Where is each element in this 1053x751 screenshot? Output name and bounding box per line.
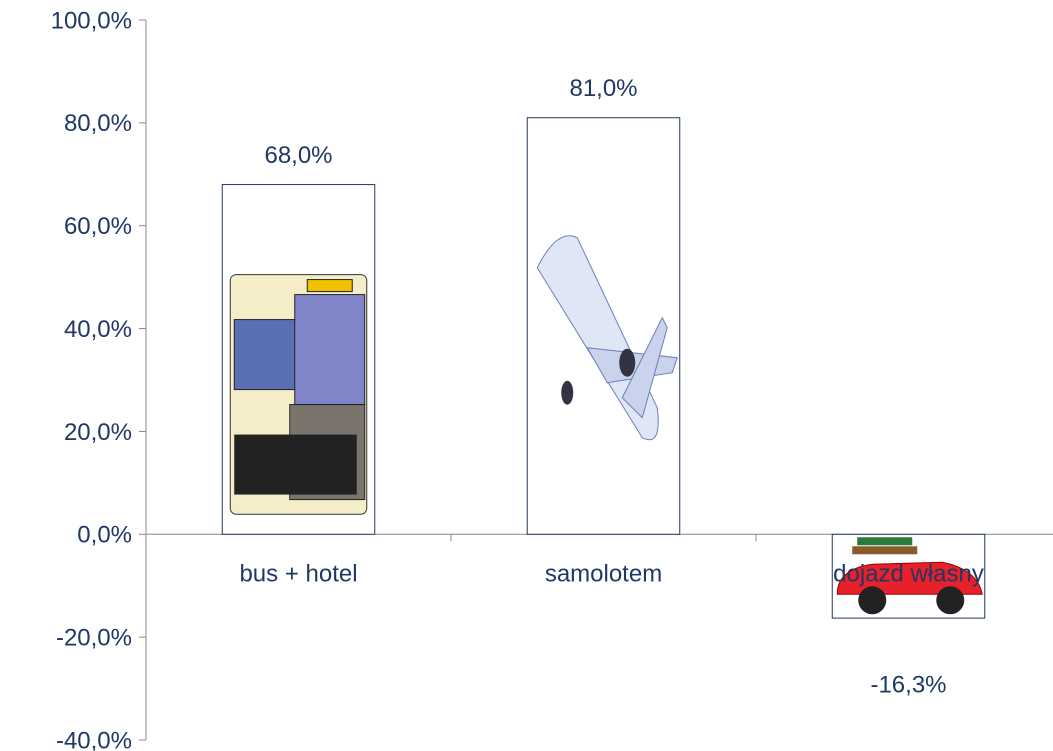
icon-part: [619, 348, 636, 377]
icon-part: [621, 316, 668, 419]
y-tick-label: -20,0%: [56, 624, 132, 651]
icon-part: [306, 279, 353, 293]
icon-part: [836, 561, 983, 595]
x-tick-label: samolotem: [545, 561, 662, 588]
icon-part: [294, 294, 366, 406]
value-label: 68,0%: [264, 142, 332, 169]
icon-part: [858, 586, 887, 615]
bar-icon: [536, 235, 678, 441]
y-tick-label: 0,0%: [77, 522, 132, 549]
icon-part: [561, 380, 574, 405]
y-tick-label: 80,0%: [64, 110, 132, 137]
x-tick-label: bus + hotel: [239, 561, 357, 588]
icon-part: [234, 434, 357, 495]
bar-icon: [229, 274, 368, 515]
icon-part: [936, 586, 965, 615]
x-tick-label: dojazd własny: [833, 561, 984, 588]
y-tick-label: 20,0%: [64, 419, 132, 446]
y-tick-label: 60,0%: [64, 213, 132, 240]
bar-icon: [836, 537, 983, 615]
value-label: -16,3%: [870, 671, 946, 698]
icon-part: [857, 537, 913, 546]
icon-part: [852, 546, 918, 555]
y-tick-label: -40,0%: [56, 727, 132, 751]
value-label: 81,0%: [569, 75, 637, 102]
y-tick-label: 40,0%: [64, 316, 132, 343]
y-tick-label: 100,0%: [51, 7, 132, 34]
